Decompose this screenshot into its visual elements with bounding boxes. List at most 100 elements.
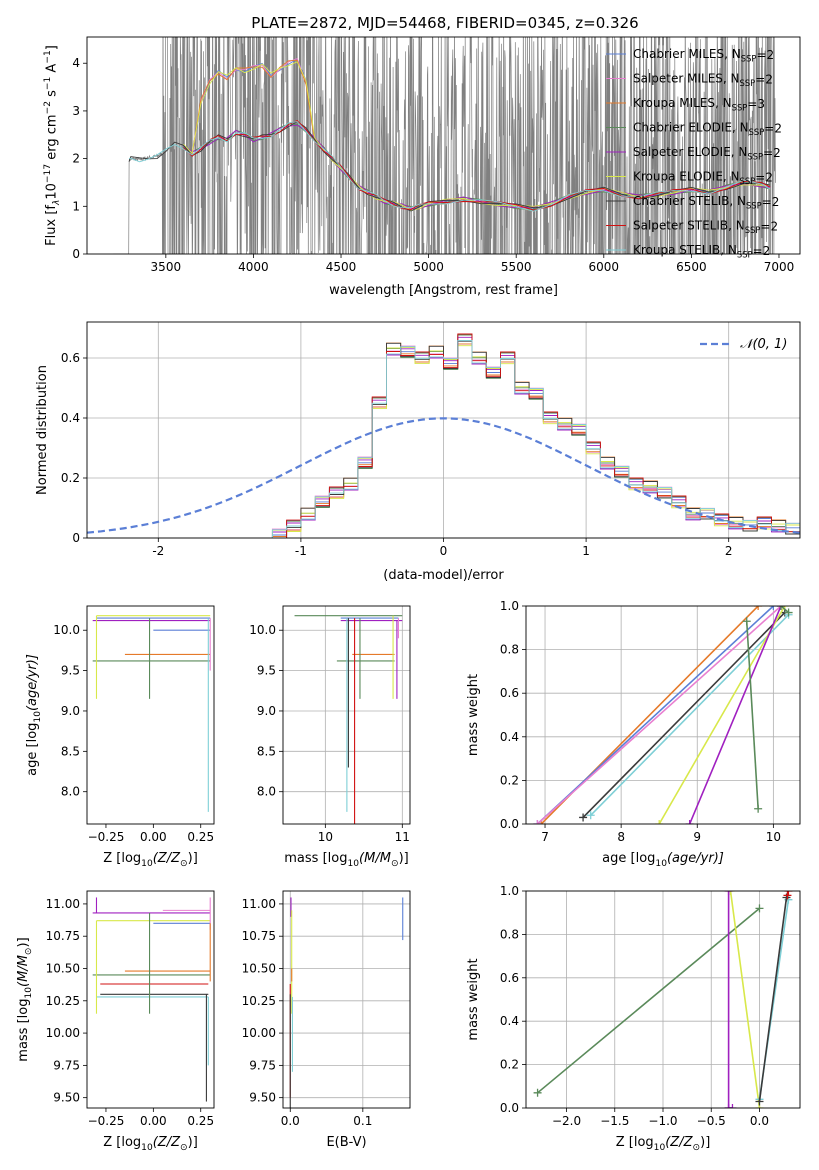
weight-marker [533,1088,542,1097]
x-tick-label: 11 [395,830,410,844]
weight-line [780,606,790,614]
label-part: )] [399,851,409,866]
label-part: 10 [655,859,667,869]
label-part: Salpeter ELODIE, N [633,145,747,159]
label-part: =3 [747,97,765,111]
weight-marker [724,1104,733,1108]
x-tick-label: −0.25 [88,830,125,844]
plot-area [533,606,793,824]
label-part: Kroupa MILES, N [633,96,732,110]
weight-marker [726,891,735,895]
histogram-step [271,339,800,538]
label-part: erg cm [44,114,59,163]
x-tick-label: -2 [152,544,164,558]
legend-entry: Salpeter MILES, NSSP=2 [633,72,773,89]
x-axis-label: Z [log10(Z/Z⊙)] [103,1135,198,1153]
label-part: ⊙ [693,1143,701,1153]
plot-area [87,333,800,538]
x-axis-label: age [log10(age/yr)] [602,851,724,869]
x-tick-label: 0.0 [750,1114,769,1128]
y-tick-label: 9.5 [257,664,276,678]
histogram-step [272,340,800,538]
y-tick-label: 0.6 [61,351,80,365]
label-part: SSP [740,78,756,88]
y-tick-label: 4 [72,56,80,70]
y-tick-label: 10.0 [53,623,80,637]
y-tick-label: 10.0 [249,623,276,637]
legend-entry: Chabrier MILES, NSSP=2 [633,47,774,64]
axes-frame [525,605,801,825]
x-tick-label: 0.25 [187,830,214,844]
label-part: age [log [25,723,40,776]
axes-frame [282,890,411,1109]
label-part: =2 [755,171,773,185]
y-tick-label: 3 [72,104,80,118]
histogram-step [272,333,800,538]
label-part: SSP [737,250,753,260]
axes-frame [282,605,411,825]
x-tick-label: 0 [440,544,448,558]
x-tick-label: −0.25 [88,1114,125,1128]
label-part: mass [log [16,999,31,1062]
x-tick-label: 1 [582,544,590,558]
y-tick-label: 0.6 [500,971,519,985]
y-tick-label: 10.75 [46,929,80,943]
weight-marker [754,606,763,610]
weight-marker [755,904,764,913]
weight-marker [755,1097,764,1106]
y-tick-label: 9.0 [61,704,80,718]
y-tick-label: 0.2 [61,471,80,485]
weight-line [688,606,782,824]
x-tick-label: −0.5 [697,1114,726,1128]
x-tick-label: 0.0 [281,1114,300,1128]
weight-line [590,614,790,816]
y-tick-label: 9.50 [249,1091,276,1105]
label-part: (age/yr)] [25,654,40,711]
weight-marker [728,1104,737,1108]
label-part: =2 [760,220,778,234]
x-axis-label: Z [log10(Z/Z⊙)] [616,1135,711,1153]
label-part: SSP [741,54,757,64]
label-part: =2 [756,48,774,62]
x-tick-label: -1 [295,544,307,558]
x-tick-label: 7 [541,830,549,844]
label-part: SSP [747,152,763,162]
x-tick-label: 0.1 [353,1114,372,1128]
label-part: mass [log [284,851,347,866]
axes-frame [86,890,215,1109]
y-tick-label: 9.0 [257,704,276,718]
panel-mass_vs_Z: −0.25 0.00 0.25 9.50 9.75 10.00 10.25 10.50 10.7… [16,890,215,1153]
x-tick-label: 0.00 [140,830,167,844]
y-tick-label: 8.0 [257,785,276,799]
y-tick-label: 0.4 [61,411,80,425]
x-tick-label: 4000 [238,260,269,274]
weight-line [537,907,760,1094]
model-line [183,119,771,211]
y-tick-label: 0 [72,247,80,261]
label-part: )] [700,1135,710,1150]
y-tick-label: 9.50 [53,1091,80,1105]
y-tick-label: 0 [72,531,80,545]
y-tick-label: 0.2 [500,1058,519,1072]
y-tick-label: 1 [72,199,80,213]
x-tick-label: 5000 [413,260,444,274]
legend-entry: Salpeter STELIB, NSSP=2 [633,219,778,236]
label-part: 10 [24,987,34,999]
y-axis-label: mass [log10(M/M⊙)] [16,937,34,1061]
label-part: 10 [44,183,59,200]
label-part: =2 [753,244,771,258]
weight-marker [769,606,778,610]
label-part: (M/M [16,955,31,987]
label-part: Chabrier ELODIE, N [633,121,749,135]
histogram-step [271,336,800,538]
label-part: ⊙ [391,859,399,869]
label-part: SSP [745,225,761,235]
label-part: (Z/Z [665,1135,693,1150]
label-part: (M/M [359,851,391,866]
weight-marker [784,891,793,895]
legend-entry: Kroupa STELIB, NSSP=2 [633,243,770,260]
label-part: 10 [33,711,43,723]
label-part: )] [16,937,31,947]
label-part: SSP [740,176,756,186]
